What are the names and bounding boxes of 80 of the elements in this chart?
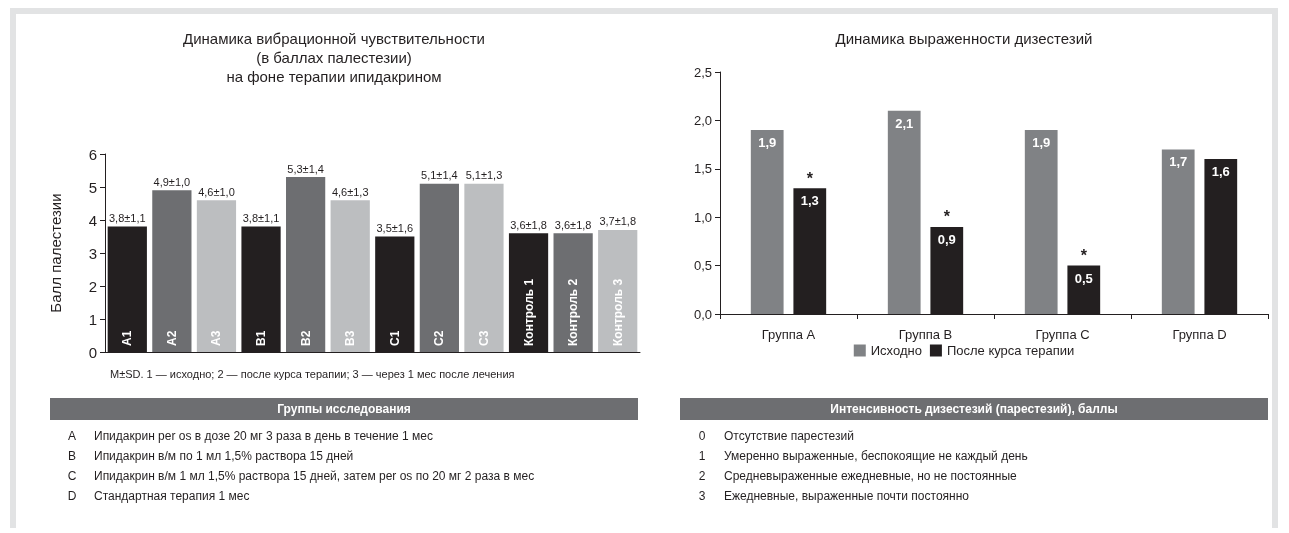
data-label: 1,9 bbox=[1032, 135, 1051, 151]
legend-label: Исходно bbox=[870, 343, 922, 358]
text: B Ипидакрин в/м по 1 мл 1,5% раствора 15 дней bbox=[67, 449, 354, 463]
data-label: 3,8±1,1 bbox=[108, 212, 146, 225]
data-label: 3,5±1,6 bbox=[376, 222, 414, 234]
y-tick-label: 2 bbox=[88, 277, 97, 295]
annotation: * bbox=[943, 208, 951, 226]
bar bbox=[598, 229, 638, 352]
x-tick-label: A3 bbox=[209, 330, 224, 346]
x-tick-label: Контроль 3 bbox=[610, 278, 625, 346]
bar bbox=[887, 110, 921, 314]
bar bbox=[152, 190, 192, 352]
chart-title: Динамика вибрационной чувствительности (в баллах палестезии) на фоне терапии ипидакрином bbox=[183, 30, 485, 85]
y-tick-label: 2,5 bbox=[693, 64, 712, 80]
text: 3 Ежедневные, выраженные почти постоянно bbox=[698, 489, 969, 503]
y-tick-label: 0,5 bbox=[693, 258, 712, 274]
y-tick-label: 1,0 bbox=[693, 209, 712, 225]
y-tick-label: 5 bbox=[88, 178, 97, 196]
bar bbox=[750, 130, 784, 314]
x-tick-label: A2 bbox=[164, 330, 179, 346]
bar bbox=[286, 177, 326, 352]
data-label: 4,6±1,3 bbox=[331, 185, 369, 198]
text: 1 Умеренно выраженные, беспокоящие не каждый день bbox=[698, 449, 1028, 463]
data-label: 3,8±1,1 bbox=[242, 212, 280, 225]
chart-title: Динамика выраженности дизестезий bbox=[835, 30, 1093, 47]
bar bbox=[196, 200, 237, 352]
data-label: 0,5 bbox=[1074, 270, 1093, 286]
data-label: 1,6 bbox=[1211, 164, 1230, 180]
bar bbox=[464, 183, 504, 352]
data-label: 3,7±1,8 bbox=[599, 215, 637, 228]
x-tick-label: Группа B bbox=[898, 327, 953, 342]
data-label: 5,1±1,3 bbox=[465, 169, 503, 182]
data-label: 4,6±1,0 bbox=[198, 185, 235, 198]
text: A Ипидакрин per os в дозе 20 мг 3 раза в день в течение 1 мес bbox=[67, 429, 433, 443]
text: M±SD. 1 — исходно; 2 — после курса терапии; 3 — через 1 мес после лечения bbox=[110, 368, 516, 382]
data-label: 4,9±1,0 bbox=[153, 175, 191, 188]
x-tick-label: B3 bbox=[343, 330, 358, 346]
data-label: 5,3±1,4 bbox=[287, 162, 324, 175]
data-label: 1,3 bbox=[800, 193, 819, 209]
annotation: * bbox=[806, 169, 814, 187]
x-tick-label: C2 bbox=[432, 330, 447, 346]
x-tick-label: C3 bbox=[476, 330, 491, 346]
data-label: 0,9 bbox=[937, 231, 956, 247]
bar bbox=[1024, 130, 1058, 314]
x-tick-label: B2 bbox=[298, 330, 313, 346]
y-tick-label: 1,5 bbox=[693, 161, 712, 177]
x-tick-label: B1 bbox=[254, 330, 269, 346]
y-tick-label: 2,0 bbox=[693, 112, 712, 128]
x-tick-label: Контроль 1 bbox=[521, 278, 536, 346]
text: Группы исследования bbox=[50, 398, 638, 420]
bar bbox=[330, 200, 370, 352]
y-tick-label: 3 bbox=[88, 244, 97, 262]
x-tick-label: Контроль 2 bbox=[566, 278, 581, 346]
text: C Ипидакрин в/м 1 мл 1,5% раствора 15 дней, затем per os по 20 мг 2 раза в мес bbox=[67, 469, 535, 483]
x-tick-label: C1 bbox=[387, 330, 402, 346]
y-tick-label: 0 bbox=[88, 343, 97, 361]
legend-label: После курса терапии bbox=[946, 343, 1075, 358]
data-label: 1,7 bbox=[1169, 154, 1188, 170]
bar bbox=[553, 233, 593, 352]
x-tick-label: Группа D bbox=[1172, 327, 1227, 342]
data-label: 1,9 bbox=[758, 135, 777, 151]
x-tick-label: A1 bbox=[120, 330, 135, 346]
y-axis-title: Балл палестезии bbox=[47, 193, 64, 313]
bar bbox=[419, 183, 459, 352]
bar bbox=[1161, 149, 1195, 314]
text: D Стандартная терапия 1 мес bbox=[67, 489, 250, 503]
text: 2 Средневыраженные ежедневные, но не постоянные bbox=[698, 469, 1017, 483]
x-tick-label: Группа C bbox=[1035, 327, 1090, 342]
y-tick-label: 0,0 bbox=[693, 306, 712, 322]
x-tick-label: Группа A bbox=[761, 327, 816, 342]
annotation: * bbox=[1080, 247, 1088, 265]
y-tick-label: 4 bbox=[88, 211, 97, 229]
data-label: 3,6±1,8 bbox=[510, 218, 547, 231]
text: Интенсивность дизестезий (парестезий), баллы bbox=[680, 398, 1268, 420]
data-label: 3,6±1,8 bbox=[554, 218, 592, 231]
data-label: 5,1±1,4 bbox=[421, 169, 458, 182]
text: 0 Отсутствие парестезий bbox=[698, 429, 854, 443]
data-label: 2,1 bbox=[895, 115, 914, 131]
y-tick-label: 6 bbox=[88, 145, 97, 163]
y-tick-label: 1 bbox=[88, 310, 97, 328]
